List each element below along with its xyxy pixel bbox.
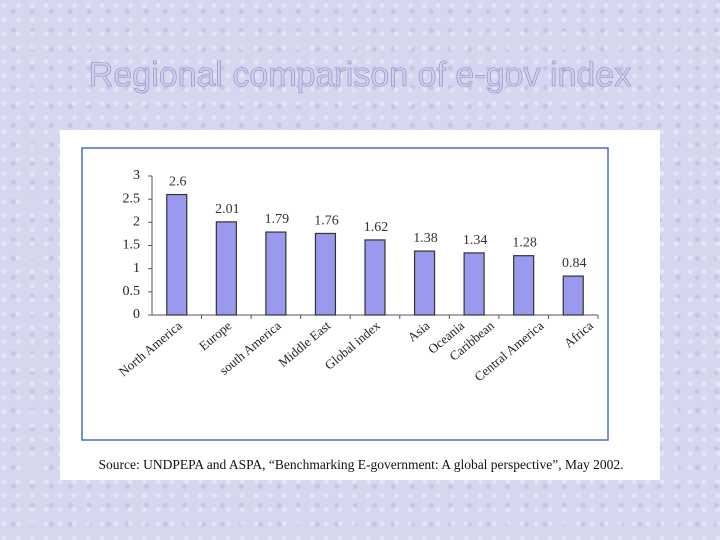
chart-background	[60, 130, 660, 480]
bar	[463, 252, 485, 316]
bar	[215, 221, 237, 316]
source-note: Source: UNDPEPA and ASPA, “Benchmarking …	[98, 457, 623, 472]
y-tick-label: 3	[133, 168, 140, 183]
value-label: 1.34	[463, 233, 488, 248]
y-tick-label: 2	[133, 215, 140, 230]
bar	[562, 275, 584, 316]
bar	[513, 255, 535, 316]
value-label: 1.28	[512, 236, 537, 251]
bar	[314, 232, 337, 316]
bar	[166, 193, 188, 316]
y-tick-label: 2.5	[123, 191, 141, 206]
chart-frame	[81, 147, 609, 441]
value-label: 2.01	[215, 202, 240, 217]
y-tick-label: 1	[133, 261, 140, 276]
bar	[364, 239, 386, 316]
y-tick-label: 0	[133, 307, 140, 322]
value-label: 1.38	[413, 231, 438, 246]
value-label: 0.84	[562, 256, 587, 271]
value-label: 1.76	[314, 213, 339, 228]
bar	[413, 250, 436, 316]
value-label: 2.6	[169, 175, 187, 190]
y-tick-label: 0.5	[123, 284, 141, 299]
slide-title: Regional comparison of e-gov index	[89, 56, 631, 94]
y-tick-label: 1.5	[123, 238, 141, 253]
value-label: 1.62	[364, 220, 389, 235]
value-label: 1.79	[265, 212, 290, 227]
bar	[265, 231, 287, 316]
